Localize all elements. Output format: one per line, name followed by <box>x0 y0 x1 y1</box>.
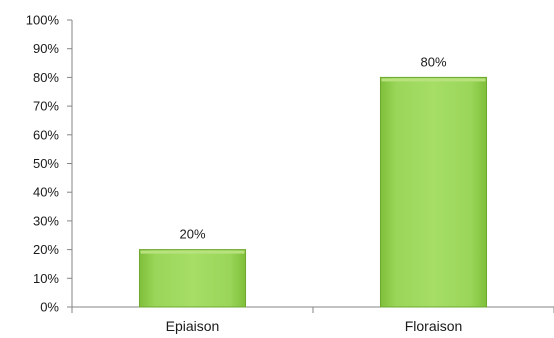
y-tick-label: 80% <box>33 70 59 85</box>
y-tick-label: 10% <box>33 271 59 286</box>
y-tick-label: 100% <box>26 13 60 28</box>
y-tick-label: 90% <box>33 41 59 56</box>
bar-highlight <box>140 250 245 254</box>
y-axis: 0% 10% 20% 30% 40% 50% 60% 70% 80% 90% 100% <box>26 13 73 315</box>
x-axis: Epiaison Floraison <box>71 306 554 334</box>
bars <box>138 76 488 308</box>
category-label: Epiaison <box>166 318 220 334</box>
category-label: Floraison <box>405 318 463 334</box>
y-tick-label: 30% <box>33 213 59 228</box>
bar <box>138 249 247 308</box>
y-tick-label: 70% <box>33 99 59 114</box>
data-label: 80% <box>420 54 446 69</box>
bar-highlight <box>381 78 486 82</box>
data-label: 20% <box>179 227 205 242</box>
y-tick-label: 0% <box>40 300 59 315</box>
y-tick-label: 50% <box>33 156 59 171</box>
data-labels: 20% 80% <box>179 54 446 241</box>
y-tick-label: 20% <box>33 242 59 257</box>
y-tick-label: 60% <box>33 127 59 142</box>
y-tick-label: 40% <box>33 185 59 200</box>
bar <box>379 76 488 308</box>
